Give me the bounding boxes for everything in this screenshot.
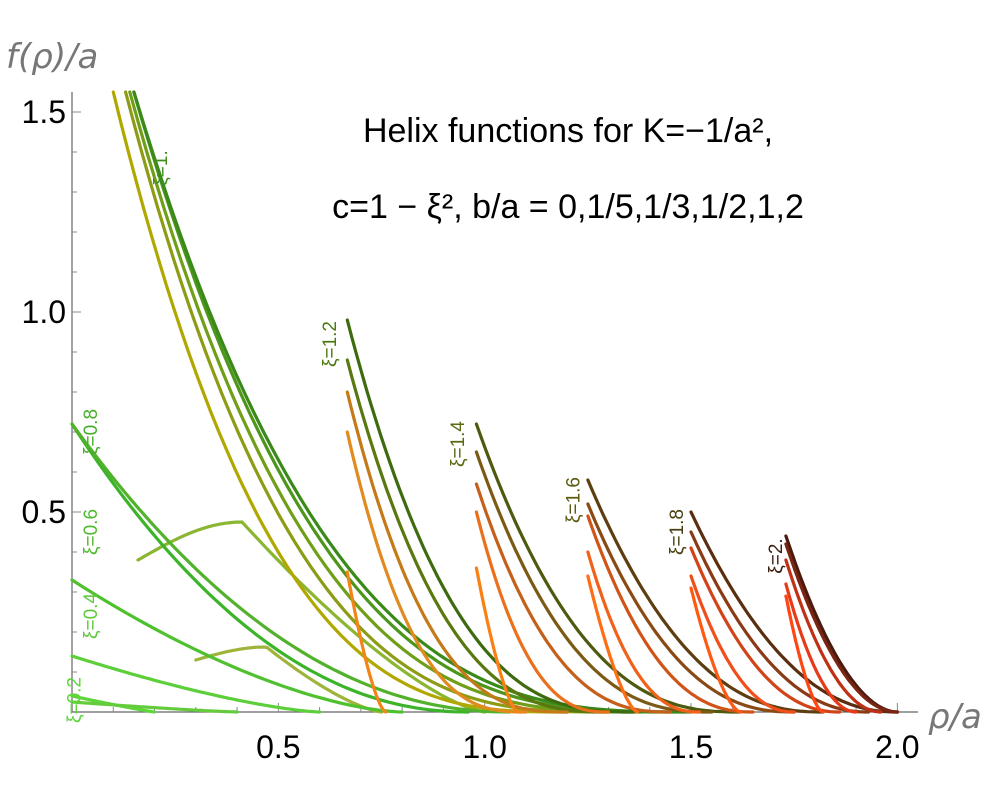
curve-2-0 bbox=[70, 578, 404, 714]
curves-layer bbox=[70, 90, 900, 714]
curve-8-2 bbox=[689, 546, 842, 714]
curve-9-2 bbox=[784, 558, 883, 714]
curve-6-1 bbox=[474, 450, 714, 714]
curve-family-label: ξ=2. bbox=[766, 538, 787, 573]
x-tick-label: 1.0 bbox=[462, 729, 506, 765]
x-tick-label: 1.5 bbox=[669, 729, 713, 765]
curve-7-4 bbox=[586, 574, 640, 714]
y-axis-label: f(ρ)/a bbox=[6, 37, 98, 77]
curve-family-label: ξ=1.6 bbox=[564, 477, 585, 523]
curve-7-1 bbox=[586, 502, 796, 714]
curve-family-label: ξ=1.8 bbox=[667, 509, 688, 555]
curve-6-3 bbox=[474, 510, 611, 714]
y-tick-label: 0.5 bbox=[22, 494, 66, 530]
curve-6-0 bbox=[474, 422, 743, 714]
curve-4-3 bbox=[132, 90, 673, 714]
curve-3-1 bbox=[70, 422, 511, 714]
curve-6-4 bbox=[474, 566, 520, 714]
x-tick-label: 0.5 bbox=[256, 729, 300, 765]
y-tick-label: 1.5 bbox=[22, 94, 66, 130]
curve-0-1 bbox=[70, 700, 239, 714]
curve-family-label: ξ=1.2 bbox=[320, 321, 341, 367]
curve-4-4 bbox=[132, 90, 693, 714]
chart-title-line-2: c=1 − ξ², b/a = 0,1/5,1/3,1/2,1,2 bbox=[332, 188, 804, 226]
x-axis-label: ρ/a bbox=[928, 697, 982, 737]
y-tick-label: 1.0 bbox=[22, 294, 66, 330]
curve-7-0 bbox=[586, 478, 825, 714]
curve-8-4 bbox=[689, 586, 743, 714]
curve-4-1 bbox=[123, 90, 611, 714]
curve-1-1 bbox=[194, 645, 384, 714]
curve-family-label: ξ=1. bbox=[151, 150, 172, 185]
curve-family-label: ξ=0.6 bbox=[81, 509, 102, 555]
curve-6-2 bbox=[474, 482, 673, 714]
curve-7-2 bbox=[586, 514, 755, 714]
curve-9-3 bbox=[784, 582, 858, 714]
curve-5-2 bbox=[345, 390, 569, 714]
curve-1-0 bbox=[70, 654, 322, 714]
curve-9-1 bbox=[784, 542, 900, 714]
curve-family-label: ξ=0.4 bbox=[81, 593, 102, 639]
curve-family-label: ξ=1.4 bbox=[448, 421, 469, 467]
chart-title-line-1: Helix functions for K=−1/a², bbox=[363, 112, 773, 150]
curve-5-4 bbox=[345, 570, 388, 714]
x-tick-label: 2.0 bbox=[875, 729, 919, 765]
curve-family-label: ξ=0.2 bbox=[64, 677, 85, 723]
curve-8-1 bbox=[689, 530, 871, 714]
curve-5-3 bbox=[345, 430, 528, 714]
curve-2-1 bbox=[136, 520, 487, 714]
curve-9-4 bbox=[784, 594, 825, 714]
tick-labels-layer: 0.5 1.0 1.5 2.0 0.5 1.0 1.5 bbox=[22, 94, 920, 765]
curve-5-1 bbox=[345, 358, 611, 714]
curve-7-3 bbox=[586, 550, 701, 714]
curve-8-3 bbox=[689, 574, 796, 714]
curve-labels-layer: ξ=0.2 ξ=0.4 ξ=0.6 ξ=0.8 ξ=1. ξ=1.2 ξ=1.4 ξ=1.6 ξ… bbox=[64, 150, 787, 723]
curve-3-0 bbox=[70, 422, 470, 714]
curve-family-label: ξ=0.8 bbox=[81, 409, 102, 455]
